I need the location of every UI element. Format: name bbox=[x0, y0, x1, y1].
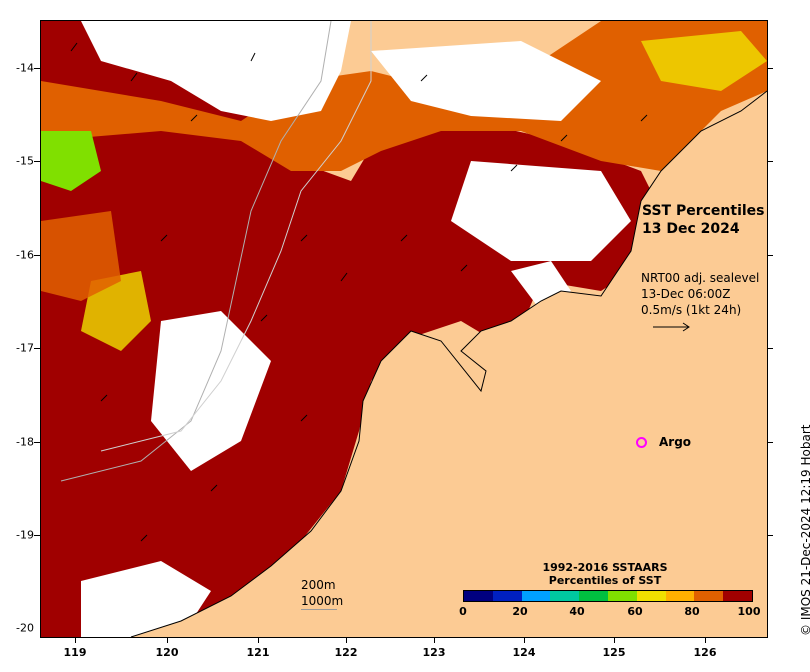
contour-1000m bbox=[60, 21, 332, 482]
lon-tick: 125 bbox=[602, 646, 626, 659]
wind-reference-arrow bbox=[653, 322, 690, 332]
contour-200m-label: 200m bbox=[301, 578, 336, 592]
colorbar-segment-9 bbox=[723, 591, 752, 601]
legend-tick: 80 bbox=[684, 605, 700, 618]
cloud-mask-central bbox=[451, 161, 631, 261]
legend-title-line2: Percentiles of SST bbox=[548, 574, 662, 587]
lat-tick: -19 bbox=[16, 528, 34, 542]
argo-label: Argo bbox=[659, 435, 692, 449]
lon-tick-mark bbox=[167, 637, 168, 643]
lon-tick: 119 bbox=[63, 646, 87, 659]
colorbar-segment-3 bbox=[550, 591, 580, 601]
argo-float-marker[interactable] bbox=[636, 437, 647, 448]
colorbar-segment-7 bbox=[665, 591, 695, 601]
lat-tick: -20 bbox=[16, 621, 34, 635]
colorbar-segment-0 bbox=[464, 591, 493, 601]
lat-tick: -14 bbox=[16, 61, 34, 75]
lon-tick-mark bbox=[258, 637, 259, 643]
lon-tick: 121 bbox=[246, 646, 270, 659]
sst-orange-patch bbox=[41, 211, 121, 301]
lon-tick-mark bbox=[524, 637, 525, 643]
lat-tick-mark bbox=[34, 535, 40, 536]
lat-tick-mark bbox=[34, 442, 40, 443]
current-arrows bbox=[70, 42, 648, 542]
colorbar-segment-1 bbox=[492, 591, 522, 601]
lat-tick-mark-right bbox=[767, 255, 773, 256]
sst-green-patch bbox=[41, 131, 101, 191]
lat-tick-mark bbox=[34, 348, 40, 349]
legend-title: 1992-2016 SSTAARS Percentiles of SST bbox=[490, 561, 720, 587]
colorbar-segment-4 bbox=[579, 591, 608, 601]
depth-contour-legend: 200m 1000m bbox=[301, 577, 343, 609]
lat-tick: -15 bbox=[16, 154, 34, 168]
lon-tick-mark bbox=[705, 637, 706, 643]
legend-tick: 20 bbox=[512, 605, 528, 618]
sst-north-band bbox=[41, 21, 767, 171]
wind-time: 13-Dec 06:00Z bbox=[641, 287, 731, 301]
legend-tick: 0 bbox=[459, 605, 467, 618]
lon-tick: 120 bbox=[155, 646, 179, 659]
lat-tick-mark-right bbox=[767, 535, 773, 536]
map-title-line1: SST Percentiles bbox=[642, 203, 765, 219]
lat-tick-mark-right bbox=[767, 348, 773, 349]
cloud-mask-north bbox=[81, 21, 351, 121]
wind-scale: 0.5m/s (1kt 24h) bbox=[641, 303, 742, 317]
colorbar-segment-8 bbox=[694, 591, 724, 601]
lon-tick-mark bbox=[346, 637, 347, 643]
colorbar-segment-2 bbox=[521, 591, 551, 601]
legend-tick: 100 bbox=[737, 605, 761, 618]
lat-tick: -16 bbox=[16, 248, 34, 262]
legend-tick: 60 bbox=[627, 605, 643, 618]
sst-map bbox=[41, 21, 767, 637]
contour-1000m-label: 1000m bbox=[301, 594, 344, 608]
colorbar-segment-6 bbox=[636, 591, 666, 601]
sst-yellow-north bbox=[641, 31, 767, 91]
imos-credit: © IMOS 21-Dec-2024 12:19 Hobart bbox=[799, 424, 810, 636]
wind-source: NRT00 adj. sealevel bbox=[641, 271, 760, 285]
lon-tick-mark bbox=[614, 637, 615, 643]
lon-tick: 124 bbox=[512, 646, 536, 659]
lat-tick: -17 bbox=[16, 341, 34, 355]
lat-tick-mark bbox=[34, 161, 40, 162]
land-mass bbox=[131, 91, 767, 637]
map-title-date: 13 Dec 2024 bbox=[642, 221, 740, 237]
lon-tick: 122 bbox=[334, 646, 358, 659]
coastline bbox=[130, 90, 767, 637]
lat-tick-mark-right bbox=[767, 161, 773, 162]
colorbar-segment-5 bbox=[607, 591, 637, 601]
legend-title-line1: 1992-2016 SSTAARS bbox=[542, 561, 668, 574]
lat-tick-mark-right bbox=[767, 68, 773, 69]
lon-tick: 126 bbox=[693, 646, 717, 659]
map-frame bbox=[40, 20, 768, 638]
contour-200m bbox=[100, 21, 372, 452]
lon-tick: 123 bbox=[422, 646, 446, 659]
wind-info: NRT00 adj. sealevel 13-Dec 06:00Z 0.5m/s… bbox=[641, 270, 759, 318]
map-title: SST Percentiles 13 Dec 2024 bbox=[642, 202, 765, 238]
lat-tick: -18 bbox=[16, 435, 34, 449]
legend-tick: 40 bbox=[569, 605, 585, 618]
lat-tick-mark bbox=[34, 255, 40, 256]
scale-line bbox=[301, 609, 337, 610]
cloud-mask-south bbox=[81, 561, 211, 637]
lon-tick-mark bbox=[434, 637, 435, 643]
lat-tick-mark-right bbox=[767, 442, 773, 443]
cloud-mask-east bbox=[371, 41, 601, 121]
percentile-colorbar bbox=[463, 590, 753, 602]
lat-tick-mark bbox=[34, 68, 40, 69]
lon-tick-mark bbox=[75, 637, 76, 643]
